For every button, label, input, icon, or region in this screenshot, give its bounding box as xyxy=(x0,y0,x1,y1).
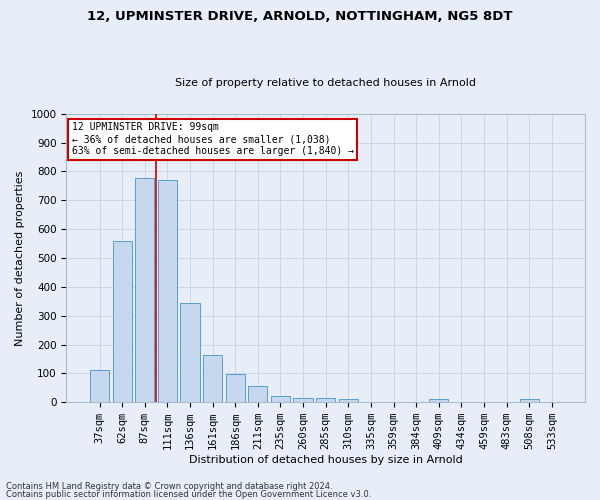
Bar xyxy=(181,302,200,402)
Text: Contains public sector information licensed under the Open Government Licence v3: Contains public sector information licen… xyxy=(6,490,371,499)
Bar xyxy=(316,398,335,402)
Title: Size of property relative to detached houses in Arnold: Size of property relative to detached ho… xyxy=(175,78,476,88)
Bar xyxy=(226,374,245,402)
Bar xyxy=(248,386,268,402)
Bar xyxy=(90,370,109,402)
Bar xyxy=(339,400,358,402)
Text: Contains HM Land Registry data © Crown copyright and database right 2024.: Contains HM Land Registry data © Crown c… xyxy=(6,482,332,491)
Bar xyxy=(113,242,132,402)
Bar xyxy=(271,396,290,402)
Y-axis label: Number of detached properties: Number of detached properties xyxy=(15,170,25,346)
Bar xyxy=(293,398,313,402)
X-axis label: Distribution of detached houses by size in Arnold: Distribution of detached houses by size … xyxy=(189,455,463,465)
Bar xyxy=(203,354,222,402)
Bar xyxy=(429,400,448,402)
Bar xyxy=(520,400,539,402)
Bar xyxy=(135,178,154,402)
Text: 12 UPMINSTER DRIVE: 99sqm
← 36% of detached houses are smaller (1,038)
63% of se: 12 UPMINSTER DRIVE: 99sqm ← 36% of detac… xyxy=(71,122,353,156)
Bar xyxy=(158,180,177,402)
Text: 12, UPMINSTER DRIVE, ARNOLD, NOTTINGHAM, NG5 8DT: 12, UPMINSTER DRIVE, ARNOLD, NOTTINGHAM,… xyxy=(87,10,513,23)
